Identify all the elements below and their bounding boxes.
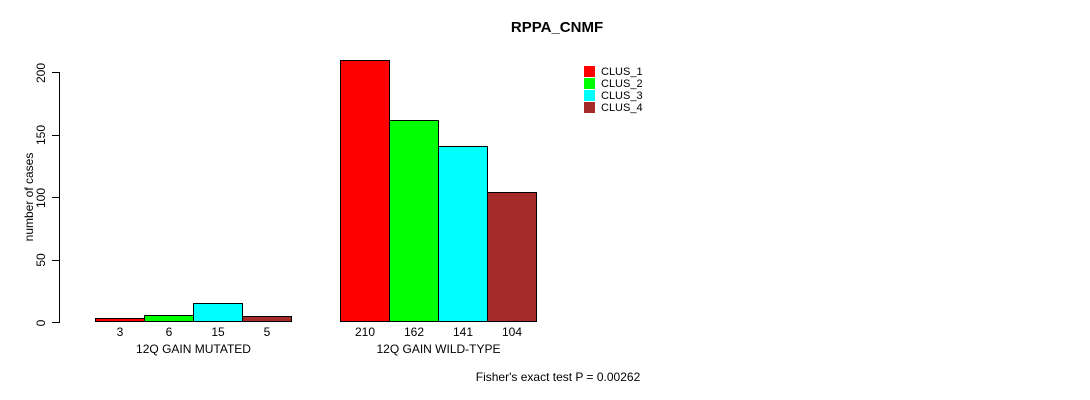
y-tick-label: 200 — [34, 62, 48, 83]
y-tick-label: 50 — [34, 253, 48, 267]
bar-value-label: 6 — [165, 325, 173, 339]
y-tick-label: 150 — [34, 124, 48, 146]
legend-label: CLUS_4 — [601, 101, 643, 114]
y-tick-mark — [52, 259, 59, 261]
group-label-2: 12Q GAIN WILD-TYPE — [376, 342, 501, 356]
y-tick-label: 0 — [34, 319, 48, 326]
bar-value-label: 5 — [263, 325, 271, 339]
y-tick-mark — [52, 322, 59, 323]
y-tick-mark — [52, 197, 59, 198]
bar-value-label: 104 — [501, 325, 523, 339]
legend-swatch-icon — [584, 102, 595, 113]
group-label-1: 12Q GAIN MUTATED — [136, 342, 251, 356]
legend-swatch-icon — [584, 66, 595, 77]
fisher-test-annotation: Fisher's exact test P = 0.00262 — [475, 370, 641, 384]
legend-label: CLUS_3 — [601, 89, 643, 102]
legend-swatch-icon — [584, 90, 595, 101]
bar-value-label: 162 — [403, 325, 425, 339]
bar-clus_4-group1 — [242, 315, 292, 322]
bar-clus_1-group2 — [340, 59, 390, 322]
y-tick-mark — [52, 134, 59, 136]
bar-clus_2-group1 — [144, 314, 194, 322]
bar-clus_4-group2 — [487, 192, 537, 322]
bar-clus_1-group1 — [95, 318, 145, 322]
y-tick-label: 100 — [34, 187, 48, 208]
bar-value-label: 141 — [452, 325, 474, 339]
bar-value-label: 210 — [354, 325, 376, 339]
y-axis-line — [59, 72, 60, 323]
bar-clus_2-group2 — [389, 119, 439, 322]
bar-value-label: 15 — [211, 325, 225, 339]
legend-label: CLUS_2 — [601, 77, 643, 90]
y-tick-mark — [52, 72, 59, 73]
chart-title: RPPA_CNMF — [510, 19, 604, 36]
legend-label: CLUS_1 — [601, 65, 643, 78]
bar-clus_3-group1 — [193, 303, 243, 322]
legend-swatch-icon — [584, 78, 595, 89]
bar-value-label: 3 — [116, 325, 124, 339]
bar-clus_3-group2 — [438, 145, 488, 322]
